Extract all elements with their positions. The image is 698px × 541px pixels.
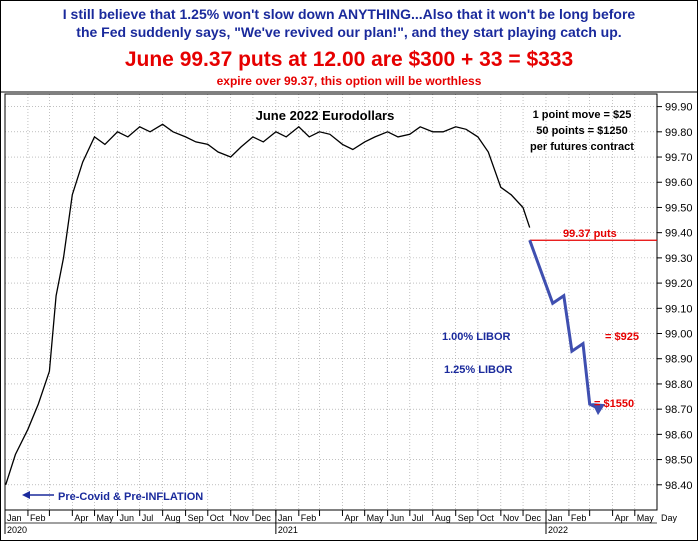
precovid-arrowhead <box>22 491 30 499</box>
x-tick-label: May <box>637 513 655 523</box>
y-tick-label: 98.60 <box>665 429 693 441</box>
x-tick-label: Dec <box>255 513 272 523</box>
x-tick-label: Feb <box>301 513 317 523</box>
y-tick-label: 99.60 <box>665 177 693 189</box>
header-line-1: I still believe that 1.25% won't slow do… <box>62 6 636 22</box>
y-tick-label: 98.80 <box>665 379 693 391</box>
x-tick-label: Nov <box>233 513 250 523</box>
series-group <box>5 123 657 485</box>
x-tick-label: Jan <box>548 513 563 523</box>
y-tick-label: 99.80 <box>665 127 693 139</box>
x-tick-label: Apr <box>615 513 629 523</box>
header-line-2: the Fed suddenly says, "We've revived ou… <box>76 24 622 40</box>
y-tick-label: 99.10 <box>665 303 693 315</box>
x-tick-label: Sep <box>458 513 474 523</box>
axes: 99.90 99.80 99.70 99.60 99.50 99.40 99.30 99.20… <box>4 93 693 535</box>
x-tick-label: Feb <box>30 513 46 523</box>
x-tick-label: Jun <box>390 513 405 523</box>
x-tick-label: Nov <box>503 513 520 523</box>
precovid-label: Pre-Covid & Pre-INFLATION <box>58 491 203 503</box>
price-line <box>5 123 531 485</box>
note-point-move: 1 point move = $25 <box>533 109 632 121</box>
puts-label: 99.37 puts <box>563 228 617 240</box>
y-tick-label: 98.40 <box>665 480 693 492</box>
y-tick-label: 99.20 <box>665 278 693 290</box>
x-axis-label: Day <box>661 513 678 523</box>
y-tick-label: 99.00 <box>665 329 693 341</box>
x-year-label: 2022 <box>548 525 568 535</box>
x-tick-label: Oct <box>210 513 225 523</box>
y-tick-label: 98.50 <box>665 455 693 467</box>
amount-1550-label: = $1550 <box>594 398 634 410</box>
x-tick-label: Sep <box>188 513 204 523</box>
x-tick-label: Apr <box>74 513 88 523</box>
x-year-label: 2020 <box>7 525 27 535</box>
x-tick-label: May <box>97 513 115 523</box>
amount-925-label: = $925 <box>605 331 639 343</box>
x-tick-label: Jul <box>142 513 154 523</box>
x-tick-label: Feb <box>571 513 587 523</box>
headline: June 99.37 puts at 12.00 are $300 + 33 =… <box>124 48 574 71</box>
x-tick-label: Jun <box>119 513 134 523</box>
annotations: 1 point move = $25 50 points = $1250 per f… <box>22 109 639 503</box>
plot-border <box>4 93 658 511</box>
libor-125-label: 1.25% LIBOR <box>444 364 513 376</box>
note-50-points: 50 points = $1250 <box>536 125 627 137</box>
y-tick-label: 99.90 <box>665 102 693 114</box>
libor-100-label: 1.00% LIBOR <box>442 331 511 343</box>
subline: expire over 99.37, this option will be w… <box>216 74 482 88</box>
x-tick-label: Jan <box>7 513 22 523</box>
x-year-label: 2021 <box>278 525 298 535</box>
y-tick-label: 99.70 <box>665 152 693 164</box>
y-tick-label: 99.50 <box>665 202 693 214</box>
projection-arrowhead <box>592 403 606 416</box>
x-tick-label: Oct <box>480 513 495 523</box>
y-tick-label: 98.70 <box>665 404 693 416</box>
y-tick-label: 99.30 <box>665 253 693 265</box>
x-tick-label: Aug <box>165 513 181 523</box>
x-tick-label: Aug <box>435 513 451 523</box>
grid <box>4 94 657 510</box>
y-tick-label: 99.40 <box>665 228 693 240</box>
projection-line <box>528 239 601 411</box>
x-tick-label: May <box>367 513 385 523</box>
x-tick-label: Dec <box>525 513 542 523</box>
x-tick-label: Apr <box>344 513 358 523</box>
note-per-contract: per futures contract <box>530 141 634 153</box>
x-tick-label: Jul <box>412 513 424 523</box>
x-tick-label: Jan <box>278 513 293 523</box>
y-tick-label: 98.90 <box>665 354 693 366</box>
chart-title: June 2022 Eurodollars <box>256 108 395 123</box>
